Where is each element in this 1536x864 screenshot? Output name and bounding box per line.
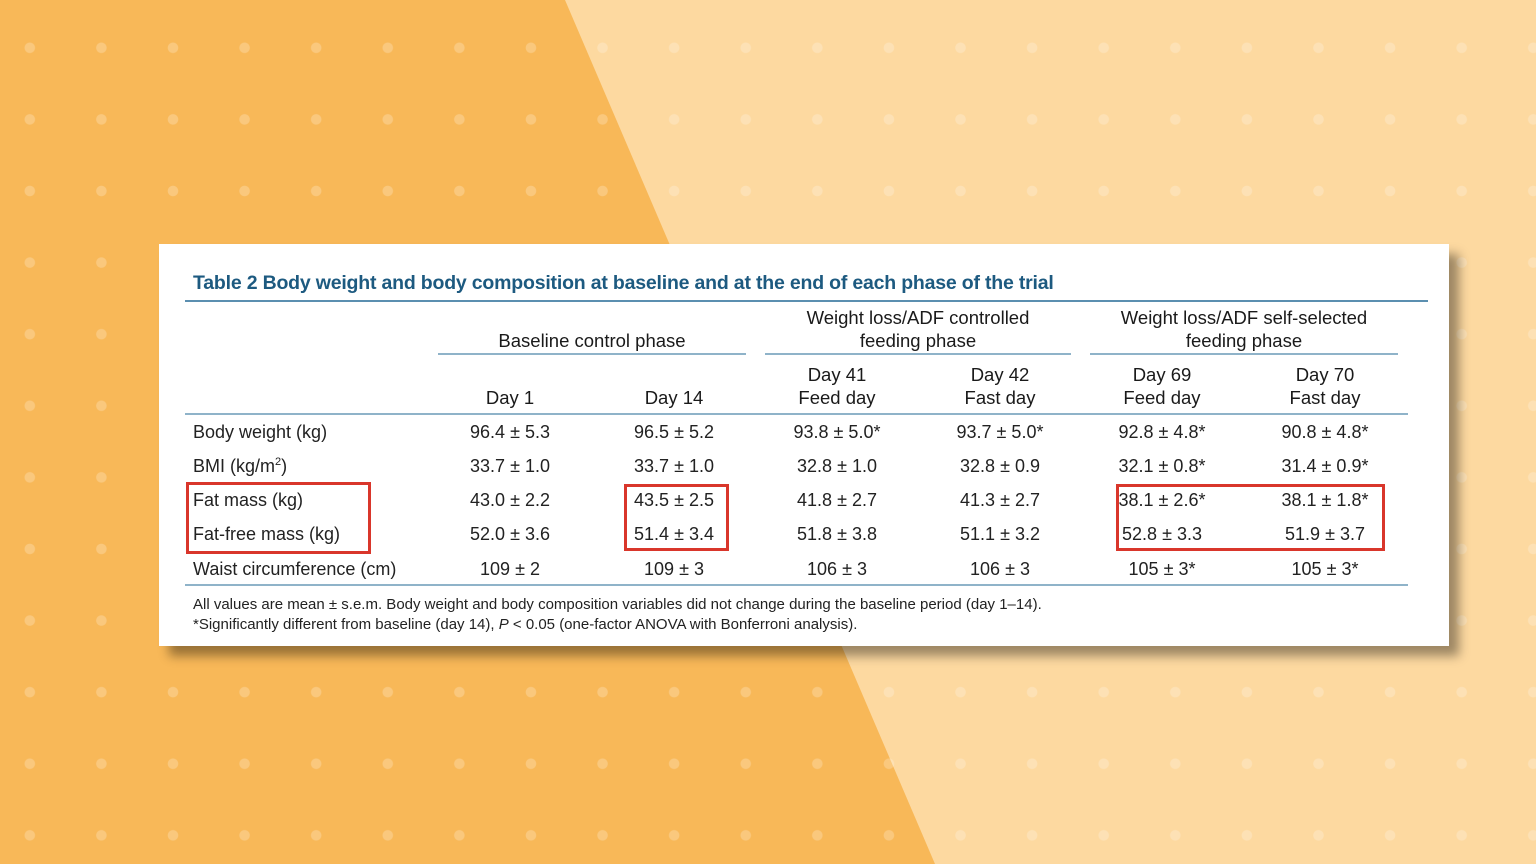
row-label-superscript: 2 — [275, 456, 282, 468]
column-header-line: Fast day — [964, 387, 1036, 408]
highlight-box-day69-70 — [1116, 484, 1385, 551]
row-label-fat-free-mass: Fat-free mass (kg) — [193, 524, 341, 544]
column-header-line: Feed day — [1123, 387, 1201, 408]
column-header-day14: Day 14 — [599, 363, 749, 409]
table-cell: 32.8 ± 1.0 — [797, 456, 877, 476]
table-cell: 52.0 ± 3.6 — [470, 524, 550, 544]
column-header-line: Day 69 — [1132, 364, 1192, 385]
table-cell: 32.8 ± 0.9 — [960, 456, 1040, 476]
row-label-bmi: BMI (kg/m2) — [193, 456, 287, 477]
row-label-body-weight: Body weight (kg) — [193, 422, 328, 442]
row-label-waist: Waist circumference (cm) — [193, 559, 397, 579]
table-title: Table 2 Body weight and body composition… — [193, 272, 1054, 294]
column-header-line: Day 42 — [970, 364, 1030, 385]
table-cell: 43.0 ± 2.2 — [470, 490, 550, 510]
column-header-line — [435, 363, 585, 386]
table-cell: 51.9 ± 3.7 — [1285, 524, 1365, 544]
footnote-1: All values are mean ± s.e.m. Body weight… — [193, 596, 1042, 613]
column-header-line: Feed day — [798, 387, 876, 408]
table-cell: 52.8 ± 3.3 — [1122, 524, 1202, 544]
table-cell: 31.4 ± 0.9* — [1281, 456, 1369, 476]
row-label-text: BMI (kg/m — [193, 456, 276, 476]
footnote-2: *Significantly different from baseline (… — [193, 616, 857, 633]
table-cell: 106 ± 3 — [970, 559, 1030, 579]
header-rule — [185, 413, 1408, 415]
table-cell: 106 ± 3 — [807, 559, 867, 579]
highlight-box-labels — [186, 482, 371, 554]
column-header-line: Day 70 — [1295, 364, 1355, 385]
row-label-text-tail: ) — [281, 456, 288, 476]
table-cell: 96.5 ± 5.2 — [634, 422, 714, 442]
group-header-self-selected: Weight loss/ADF self-selected feeding ph… — [1090, 306, 1398, 352]
table-cell: 41.3 ± 2.7 — [960, 490, 1040, 510]
table-cell: 51.4 ± 3.4 — [634, 524, 714, 544]
group-underline-controlled — [765, 353, 1071, 355]
table-cell: 105 ± 3* — [1128, 559, 1196, 579]
column-header-day42: Day 42 Fast day — [925, 363, 1075, 409]
column-header-line: Day 14 — [644, 387, 704, 408]
table-cell: 43.5 ± 2.5 — [634, 490, 714, 510]
group-underline-baseline — [438, 353, 746, 355]
column-header-line: Day 41 — [807, 364, 867, 385]
table-cell: 51.8 ± 3.8 — [797, 524, 877, 544]
table-cell: 51.1 ± 3.2 — [960, 524, 1040, 544]
table-cell: 109 ± 3 — [644, 559, 704, 579]
group-header-line: feeding phase — [859, 330, 977, 351]
table-cell: 105 ± 3* — [1291, 559, 1359, 579]
column-header-line — [599, 363, 749, 386]
footnote-2-text: *Significantly different from baseline (… — [193, 616, 499, 633]
table-cell: 92.8 ± 4.8* — [1118, 422, 1206, 442]
highlight-box-day14 — [624, 484, 729, 551]
table-cell: 38.1 ± 2.6* — [1118, 490, 1206, 510]
column-header-day69: Day 69 Feed day — [1087, 363, 1237, 409]
column-header-day41: Day 41 Feed day — [762, 363, 912, 409]
table-cell: 33.7 ± 1.0 — [634, 456, 714, 476]
title-rule — [185, 300, 1428, 302]
table-cell: 96.4 ± 5.3 — [470, 422, 550, 442]
table-cell: 41.8 ± 2.7 — [797, 490, 877, 510]
bottom-rule — [185, 584, 1408, 586]
table-cell: 93.8 ± 5.0* — [793, 422, 881, 442]
column-header-day70: Day 70 Fast day — [1250, 363, 1400, 409]
group-header-controlled: Weight loss/ADF controlled feeding phase — [765, 306, 1071, 352]
column-header-line: Fast day — [1289, 387, 1361, 408]
footnote-2-p-symbol: P — [498, 616, 509, 633]
group-header-line: Weight loss/ADF self-selected — [1120, 307, 1368, 328]
table-cell: 38.1 ± 1.8* — [1281, 490, 1369, 510]
column-header-line: Day 1 — [485, 387, 535, 408]
row-label-fat-mass: Fat mass (kg) — [193, 490, 304, 510]
group-header-line: feeding phase — [1185, 330, 1303, 351]
column-header-day1: Day 1 — [435, 363, 585, 409]
group-header-baseline: Baseline control phase — [438, 329, 746, 352]
group-header-line: Baseline control phase — [498, 330, 686, 351]
table-cell: 32.1 ± 0.8* — [1118, 456, 1206, 476]
table-cell: 109 ± 2 — [480, 559, 540, 579]
footnote-2-text-tail: < 0.05 (one-factor ANOVA with Bonferroni… — [508, 616, 858, 633]
table-card: Table 2 Body weight and body composition… — [159, 244, 1449, 646]
group-header-line: Weight loss/ADF controlled — [806, 307, 1030, 328]
group-underline-self-selected — [1090, 353, 1398, 355]
table-cell: 33.7 ± 1.0 — [470, 456, 550, 476]
table-cell: 93.7 ± 5.0* — [956, 422, 1044, 442]
table-cell: 90.8 ± 4.8* — [1281, 422, 1369, 442]
